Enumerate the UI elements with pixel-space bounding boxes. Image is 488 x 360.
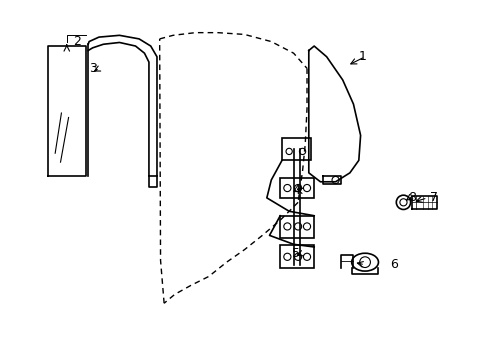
- Bar: [280, 216, 313, 238]
- Bar: [280, 178, 313, 198]
- Bar: [282, 138, 310, 160]
- Text: 8: 8: [407, 192, 416, 204]
- Text: 6: 6: [390, 258, 398, 271]
- Text: 3: 3: [88, 62, 97, 75]
- Text: 1: 1: [358, 50, 366, 63]
- Bar: [280, 245, 313, 267]
- Text: 2: 2: [73, 35, 81, 48]
- Text: 4: 4: [292, 184, 300, 197]
- Text: 7: 7: [429, 192, 437, 204]
- Text: 5: 5: [292, 247, 300, 260]
